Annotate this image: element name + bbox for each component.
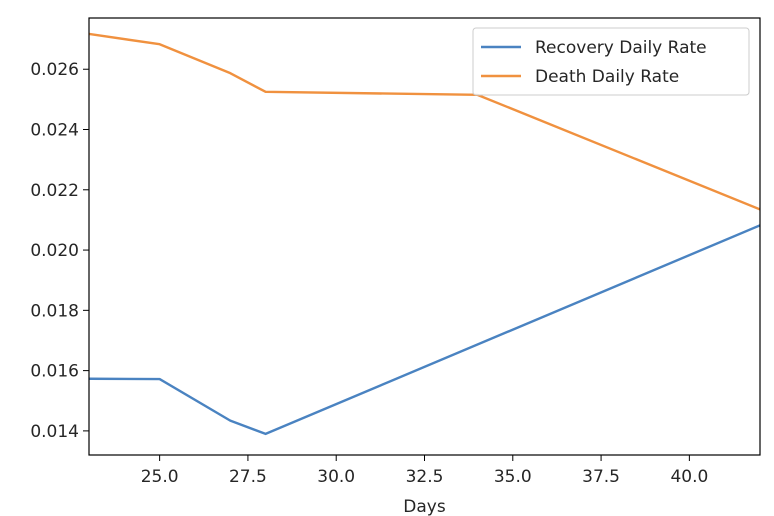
legend-label-0: Recovery Daily Rate	[535, 38, 707, 58]
series-line-0	[89, 224, 760, 436]
y-axis-ticks: 0.014 0.016 0.018 0.020 0.022 0.024 0.026	[30, 60, 89, 442]
x-axis-label: Days	[403, 497, 446, 516]
legend: Recovery Daily Rate Death Daily Rate	[472, 27, 750, 96]
x-tick-label: 30.0	[317, 467, 355, 487]
x-tick-label: 37.5	[582, 467, 620, 487]
x-tick-label: 25.0	[141, 467, 179, 487]
legend-box	[472, 27, 750, 96]
x-tick-label: 35.0	[494, 467, 532, 487]
y-tick-label: 0.018	[30, 301, 79, 321]
series-line-1	[89, 32, 760, 211]
y-tick-label: 0.020	[30, 241, 79, 261]
x-tick-label: 32.5	[406, 467, 444, 487]
y-tick-label: 0.022	[30, 181, 79, 201]
x-tick-label: 40.0	[670, 467, 708, 487]
x-tick-label: 27.5	[229, 467, 267, 487]
x-axis-ticks: 25.0 27.5 30.0 32.5 35.0 37.5 40.0	[141, 455, 708, 487]
y-tick-label: 0.024	[30, 121, 79, 141]
plot-area-frame	[88, 17, 761, 456]
series-lines	[89, 32, 760, 436]
y-tick-label: 0.016	[30, 362, 79, 382]
legend-label-1: Death Daily Rate	[535, 67, 679, 87]
y-tick-label: 0.014	[30, 422, 79, 442]
y-tick-label: 0.026	[30, 60, 79, 80]
